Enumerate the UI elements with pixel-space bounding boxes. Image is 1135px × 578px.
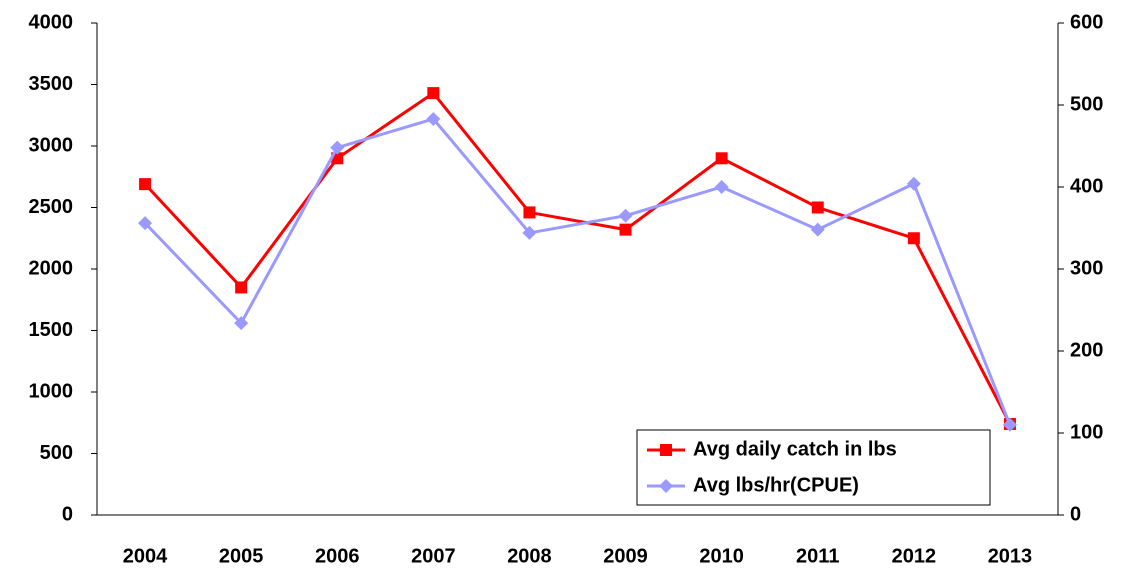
- y-tick-label: 0: [62, 503, 73, 525]
- point: [906, 176, 921, 191]
- series-line: [143, 91, 1012, 425]
- point: [426, 111, 441, 126]
- y2-tick-label: 400: [1070, 175, 1103, 197]
- x-tick-label: 2006: [315, 545, 360, 567]
- y-tick-label: 3500: [29, 73, 74, 95]
- legend-marker: [659, 479, 673, 493]
- y-tick-label: 1000: [29, 380, 74, 402]
- point: [1002, 417, 1017, 432]
- point: [810, 222, 825, 237]
- point: [330, 140, 345, 155]
- legend-label: Avg daily catch in lbs: [693, 438, 897, 460]
- legend: [636, 429, 991, 506]
- y-tick-label: 500: [40, 442, 73, 464]
- x-tick-label: 2011: [796, 545, 839, 567]
- point: [235, 281, 248, 294]
- y-tick-label: 2500: [29, 196, 74, 218]
- x-tick-label: 2013: [988, 545, 1033, 567]
- y2-tick-label: 200: [1070, 339, 1103, 361]
- point: [234, 316, 249, 331]
- y2-tick-label: 300: [1070, 257, 1103, 279]
- x-tick-label: 2007: [411, 545, 456, 567]
- x-tick-label: 2012: [892, 545, 937, 567]
- point: [715, 152, 728, 165]
- x-tick-label: 2004: [123, 545, 168, 567]
- x-tick-label: 2005: [219, 545, 264, 567]
- point: [522, 225, 537, 240]
- y2-tick-label: 600: [1070, 11, 1103, 33]
- point: [619, 223, 632, 236]
- point: [811, 201, 824, 214]
- point: [139, 178, 152, 191]
- point: [714, 180, 729, 194]
- point: [427, 87, 440, 100]
- y-tick-label: 3000: [29, 134, 74, 156]
- y-tick-label: 1500: [29, 319, 74, 341]
- y-tick-label: 4000: [29, 11, 74, 33]
- y-tick-label: 2000: [29, 257, 74, 279]
- point: [523, 206, 536, 219]
- point: [618, 208, 633, 223]
- y2-tick-label: 0: [1070, 503, 1081, 525]
- x-tick-label: 2010: [699, 545, 744, 567]
- point: [907, 232, 920, 245]
- series-line: [143, 117, 1012, 426]
- y2-tick-label: 500: [1070, 93, 1103, 115]
- y2-tick-label: 100: [1070, 421, 1103, 443]
- x-tick-label: 2008: [507, 545, 552, 567]
- legend-label: Avg lbs/hr(CPUE): [693, 474, 859, 496]
- point: [138, 216, 153, 231]
- legend-marker: [660, 444, 672, 456]
- x-tick-label: 2009: [603, 545, 648, 567]
